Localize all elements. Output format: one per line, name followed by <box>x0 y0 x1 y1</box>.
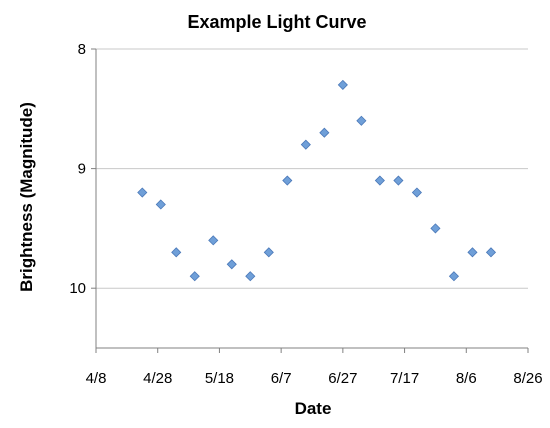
x-tick-label: 5/18 <box>205 370 234 387</box>
data-point <box>300 139 311 150</box>
chart-title: Example Light Curve <box>187 12 366 32</box>
data-point <box>189 271 200 282</box>
data-point <box>337 79 348 90</box>
data-point <box>263 247 274 258</box>
data-point <box>393 175 404 186</box>
y-tick-labels: 8 9 10 <box>69 41 86 297</box>
y-tick-label: 10 <box>69 280 86 297</box>
y-tick-label: 8 <box>78 41 86 58</box>
y-axis-label: Brightness (Magnitude) <box>17 102 36 292</box>
data-point <box>319 127 330 138</box>
data-point <box>282 175 293 186</box>
data-point <box>411 187 422 198</box>
x-tick-label: 8/26 <box>513 370 542 387</box>
data-point <box>245 271 256 282</box>
grid-lines <box>96 48 528 289</box>
data-point <box>356 115 367 126</box>
data-point <box>485 247 497 258</box>
x-tick-label: 4/8 <box>86 370 107 387</box>
x-tick-label: 8/6 <box>456 370 477 387</box>
x-tick-label: 6/7 <box>271 370 292 387</box>
x-tick-label: 7/17 <box>390 370 419 387</box>
data-point <box>467 247 478 258</box>
data-point <box>208 235 219 246</box>
data-point <box>171 247 182 258</box>
x-tick-label: 6/27 <box>328 370 357 387</box>
data-points <box>137 79 497 282</box>
data-point <box>374 175 385 186</box>
y-tick-label: 9 <box>78 161 86 178</box>
data-point <box>137 187 148 198</box>
data-point <box>226 259 237 270</box>
x-axis-label: Date <box>295 399 332 418</box>
data-point <box>448 271 460 282</box>
data-point <box>430 223 441 234</box>
x-tick-label: 4/28 <box>143 370 172 387</box>
x-tick-labels: 4/8 4/28 5/18 6/7 6/27 7/17 8/6 8/26 <box>86 370 543 387</box>
axes <box>91 48 529 353</box>
data-point <box>155 199 166 210</box>
